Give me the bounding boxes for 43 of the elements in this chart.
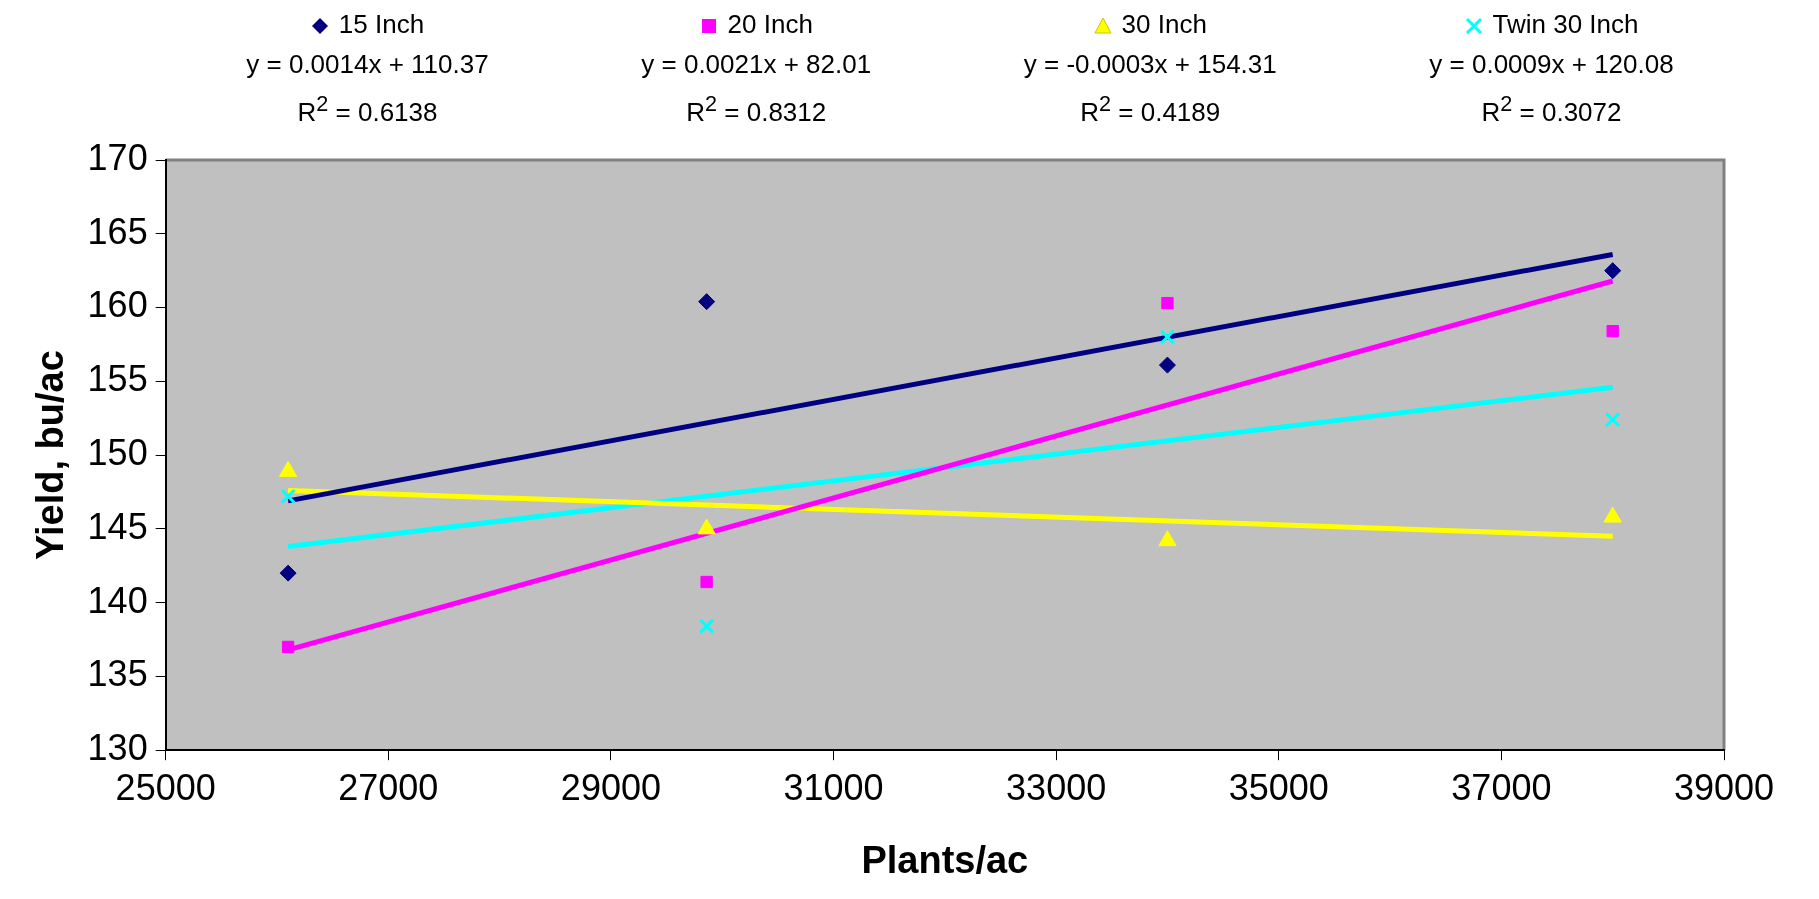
y-tick-label: 170	[87, 136, 148, 178]
text: y = 0.0021x + 82.01	[641, 48, 872, 81]
x-tick-label: 25000	[115, 766, 216, 808]
point	[1604, 411, 1621, 428]
point	[1158, 356, 1176, 374]
x-tick-label: 39000	[1673, 766, 1775, 808]
y-tick-label: 130	[87, 727, 148, 769]
text: y = 0.0009x + 120.08	[1429, 48, 1674, 81]
y-tick-label: 165	[87, 210, 148, 252]
x-tick-label: 31000	[783, 766, 884, 808]
x-tick-label: 27000	[338, 766, 439, 808]
x-tick-label: 29000	[560, 766, 661, 808]
legend-label: 15 Inch	[337, 8, 426, 41]
point	[1159, 329, 1176, 345]
text: y = -0.0003x + 154.31	[1023, 48, 1277, 81]
x-tick-label: 33000	[1006, 766, 1107, 808]
legend-label: 30 Inch	[1120, 8, 1208, 41]
y-tick-label: 140	[87, 579, 148, 621]
point	[1161, 296, 1174, 310]
y-tick-label: 155	[87, 358, 148, 400]
y-axis-title: Yield, bu/ac	[29, 350, 72, 560]
point	[279, 564, 297, 582]
x-tick-label: 37000	[1451, 766, 1552, 808]
y-tick-label: 150	[87, 432, 148, 474]
x-tick-label: 35000	[1228, 766, 1329, 808]
legend-label: Twin 30 Inch	[1491, 8, 1640, 41]
point	[700, 575, 713, 589]
y-tick-label: 145	[87, 505, 148, 547]
legend-label: 20 Inch	[726, 8, 814, 41]
point	[281, 640, 295, 654]
y-tick-label: 135	[87, 653, 148, 695]
y-tick-label: 160	[87, 284, 148, 326]
point	[280, 488, 296, 505]
x-axis-title: Plants/ac	[861, 838, 1029, 881]
text: R$^{2}$ = 0.6138	[296, 90, 439, 129]
point	[1604, 262, 1622, 280]
point	[698, 618, 715, 635]
text: R$^{2}$ = 0.8312	[685, 90, 828, 129]
text: R$^{2}$ = 0.4189	[1079, 90, 1222, 129]
text: y = 0.0014x + 110.37	[246, 48, 489, 81]
text: R$^{2}$ = 0.3072	[1480, 90, 1623, 129]
point	[1606, 325, 1619, 338]
point	[698, 293, 716, 311]
